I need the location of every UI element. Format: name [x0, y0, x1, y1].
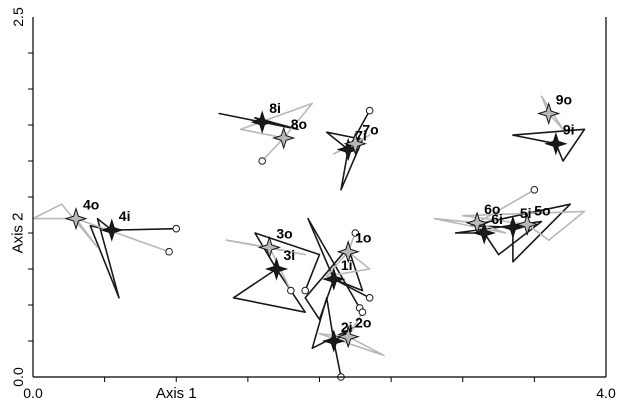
point-layer — [64, 101, 568, 353]
point-label-4i: 4i — [119, 208, 131, 224]
centroid-1i — [322, 267, 346, 291]
trace-end-3i — [301, 286, 309, 295]
point-label-6i: 6i — [491, 211, 503, 227]
trace-end-7i — [365, 106, 374, 115]
y-tick-label: 2.5 — [10, 7, 26, 27]
trace-4o — [32, 203, 170, 253]
point-label-2i: 2i — [341, 319, 353, 335]
y-tick-label: 0.0 — [10, 367, 26, 387]
trace-end-8o — [258, 157, 267, 165]
point-label-9i: 9i — [563, 122, 575, 138]
trace-layer — [32, 95, 586, 381]
centroid-9o — [537, 101, 561, 126]
centroid-6o — [465, 211, 489, 235]
centroid-2i — [322, 329, 346, 353]
trace-end-6o — [530, 186, 539, 194]
point-label-7i: 7i — [355, 127, 367, 143]
trace-end-4i — [172, 224, 181, 233]
trace-end-1o — [351, 229, 360, 237]
label-layer: 1i 2i 3i 4i 5i 6i 7i 8i 9i 1o 2o 3o 4o 5o 6o 7o 8o 9o — [83, 91, 575, 335]
trace-2o — [318, 311, 385, 357]
centroid-6i — [472, 221, 496, 245]
point-label-4o: 4o — [83, 197, 99, 213]
point-label-8o: 8o — [291, 116, 307, 132]
x-axis-title: Axis 1 — [156, 385, 197, 402]
trace-6i — [454, 220, 543, 256]
trace-9i — [512, 128, 586, 162]
centroid-5o — [515, 212, 539, 237]
point-label-9o: 9o — [556, 91, 572, 107]
trace-end-4o — [165, 247, 173, 256]
point-label-3i: 3i — [284, 247, 296, 263]
centroid-5i — [501, 215, 525, 239]
point-label-7o: 7o — [362, 122, 378, 138]
centroid-3i — [264, 257, 289, 281]
centroid-8i — [250, 110, 274, 134]
trace-end-2o — [358, 308, 367, 317]
y-axis-title: Axis 2 — [10, 213, 27, 254]
trace-1i — [307, 217, 361, 309]
centroid-4o — [64, 206, 88, 231]
x-tick-label: 0.0 — [23, 385, 43, 401]
point-label-1o: 1o — [355, 230, 371, 246]
centroid-8o — [272, 126, 296, 150]
trace-8i — [218, 112, 299, 131]
centroid-3o — [257, 235, 282, 260]
x-tick-label: 4.0 — [596, 385, 616, 401]
trace-end-3o — [287, 286, 295, 295]
centroid-2o — [336, 325, 360, 349]
trace-8o — [239, 102, 314, 162]
point-label-1i: 1i — [341, 257, 353, 273]
centroid-1o — [336, 240, 360, 264]
trace-end-1i — [365, 294, 374, 302]
point-label-6o: 6o — [484, 201, 500, 217]
point-label-5o: 5o — [534, 202, 550, 218]
centroid-4i — [100, 218, 124, 242]
centroid-7o — [343, 132, 367, 156]
centroid-9i — [544, 132, 568, 156]
point-label-3o: 3o — [276, 225, 292, 241]
point-label-8i: 8i — [269, 100, 281, 116]
point-label-5i: 5i — [520, 205, 532, 221]
trace-6o — [433, 189, 535, 234]
axes-layer: 0.0 Axis 1 4.0 0.0 Axis 2 2.5 — [10, 7, 616, 402]
point-label-2o: 2o — [355, 315, 371, 331]
